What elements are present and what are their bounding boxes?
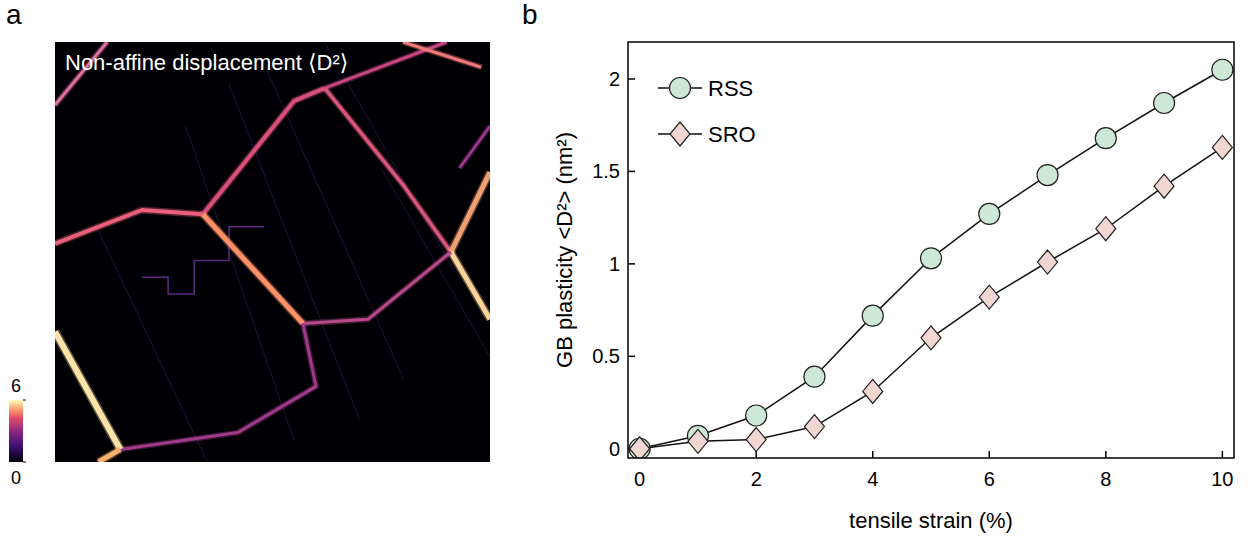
y-tick xyxy=(628,171,635,173)
grain-boundary-glow xyxy=(403,42,481,67)
grain-boundary xyxy=(120,323,316,449)
data-point xyxy=(1212,59,1233,80)
colorbar-label: 0 xyxy=(11,468,21,488)
data-point xyxy=(1037,165,1058,186)
grain-boundary xyxy=(203,88,325,214)
data-point xyxy=(1096,217,1116,241)
data-point xyxy=(863,379,883,403)
grain-boundary xyxy=(55,332,120,450)
y-tick-label: 1.5 xyxy=(592,160,620,182)
panel-letter: b xyxy=(522,0,538,30)
figure: aNon-affine displacement ⟨D²⟩06b02468100… xyxy=(0,0,1248,542)
series-line xyxy=(640,70,1223,449)
data-point xyxy=(1154,93,1175,114)
x-tick xyxy=(1222,451,1224,458)
legend-marker xyxy=(670,122,690,146)
x-tick-label: 10 xyxy=(1211,468,1233,490)
colorbar-tick xyxy=(23,462,26,463)
legend-marker xyxy=(670,78,691,99)
x-axis-title: tensile strain (%) xyxy=(849,508,1013,533)
slip-trace xyxy=(229,84,360,420)
plot-frame xyxy=(628,42,1234,458)
grain-boundary xyxy=(55,210,203,244)
slip-trace xyxy=(99,231,208,462)
x-tick xyxy=(872,451,874,458)
grain-boundary xyxy=(99,449,121,462)
grain-boundary xyxy=(460,126,490,168)
data-point xyxy=(746,428,766,452)
grain-boundary-glow xyxy=(451,252,490,319)
image-content xyxy=(55,42,490,462)
data-point xyxy=(804,415,824,439)
data-point xyxy=(1212,135,1232,159)
grain-boundary-glow xyxy=(460,126,490,168)
grain-boundary-glow xyxy=(55,332,120,450)
grain-boundary-glow xyxy=(203,214,303,323)
x-tick-label: 6 xyxy=(984,468,995,490)
data-point xyxy=(804,366,825,387)
data-point xyxy=(688,429,708,453)
data-point xyxy=(921,248,942,269)
grain-boundary xyxy=(203,214,303,323)
y-tick xyxy=(628,356,635,358)
y-tick-label: 0 xyxy=(609,438,620,460)
series-line xyxy=(640,147,1223,448)
grain-boundary-glow xyxy=(451,172,490,252)
plot-area xyxy=(629,59,1233,458)
data-point xyxy=(862,305,883,326)
legend-label: SRO xyxy=(708,122,756,147)
x-tick-label: 2 xyxy=(751,468,762,490)
data-point xyxy=(979,285,999,309)
grain-boundary xyxy=(451,252,490,319)
colorbar-tick xyxy=(23,400,26,401)
data-point xyxy=(630,437,650,458)
colorbar xyxy=(9,400,23,462)
grain-boundary-glow xyxy=(203,88,325,214)
grain-boundary-glow xyxy=(325,88,451,252)
data-point xyxy=(921,326,941,350)
data-point xyxy=(979,203,1000,224)
x-tick xyxy=(989,451,991,458)
y-axis-title: GB plasticity <D²> (nm²) xyxy=(552,132,577,368)
data-point xyxy=(746,405,767,426)
grain-boundary-glow xyxy=(120,323,316,449)
data-point xyxy=(1095,128,1116,149)
panel-letter: a xyxy=(6,0,22,30)
x-tick-label: 4 xyxy=(867,468,878,490)
grain-boundary-glow xyxy=(303,252,451,323)
y-tick xyxy=(628,78,635,80)
grain-boundary xyxy=(403,42,481,67)
grain-boundary xyxy=(325,88,451,252)
colorbar-label: 6 xyxy=(11,376,21,396)
grain-boundary-glow xyxy=(55,210,203,244)
image-title: Non-affine displacement ⟨D²⟩ xyxy=(65,50,348,75)
slip-trace xyxy=(325,42,456,273)
x-tick-label: 0 xyxy=(634,468,645,490)
y-tick-label: 2 xyxy=(609,68,620,90)
y-tick-label: 0.5 xyxy=(592,345,620,367)
x-tick xyxy=(1105,451,1107,458)
data-point xyxy=(1038,250,1058,274)
data-point xyxy=(1154,174,1174,198)
y-tick-label: 1 xyxy=(609,253,620,275)
grain-boundary xyxy=(303,252,451,323)
grain-boundary xyxy=(451,172,490,252)
image-background xyxy=(55,42,490,462)
legend-label: RSS xyxy=(708,76,753,101)
grain-boundary-glow xyxy=(99,449,121,462)
x-tick-label: 8 xyxy=(1100,468,1111,490)
y-tick xyxy=(628,263,635,265)
